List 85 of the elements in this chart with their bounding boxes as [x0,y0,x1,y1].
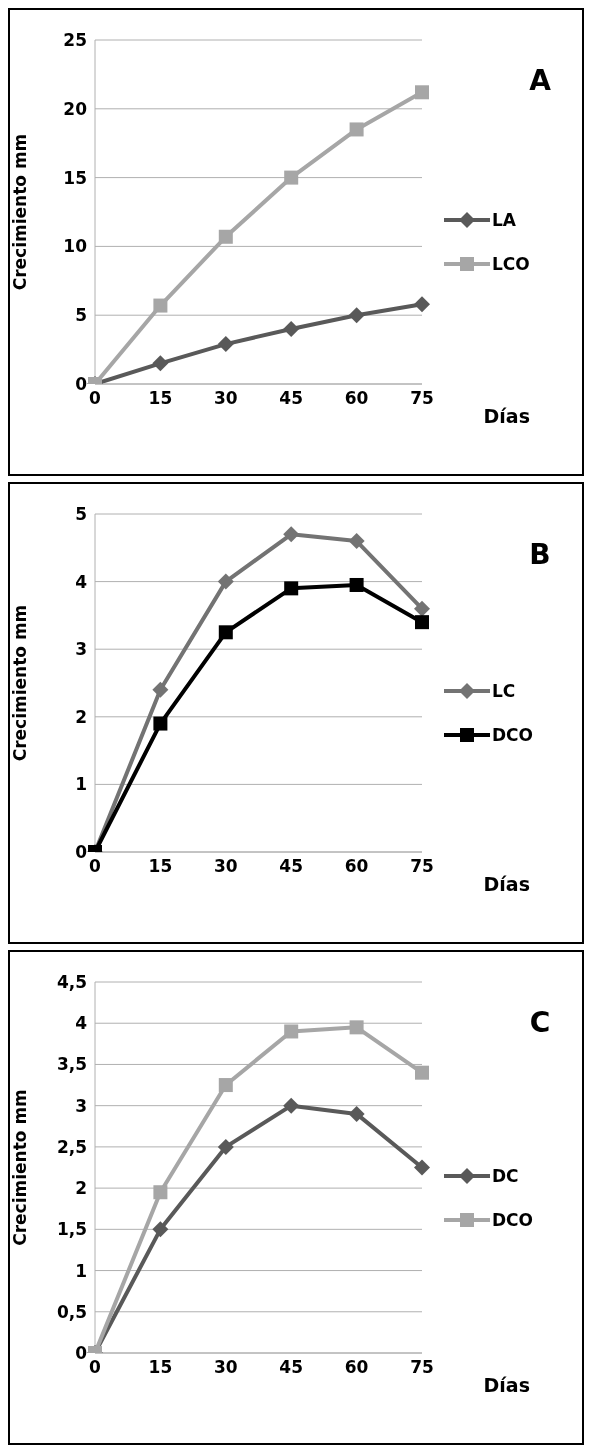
point [152,681,169,698]
x-tick-label: 15 [148,388,173,409]
text: B [529,538,551,571]
x-tick-label: 60 [344,1357,369,1378]
y-axis-title: Crecimiento mm [10,1089,31,1246]
x-tick-label: 60 [344,856,369,877]
x-tick-label: 60 [344,388,369,409]
point [349,577,364,592]
point [414,296,430,313]
point [414,600,430,617]
y-tick-label: 2 [75,706,87,727]
point [283,526,300,543]
legend-label: DCO [492,1209,534,1230]
legend-label: LCO [492,254,530,274]
y-axis-title: Crecimiento mm [10,133,31,291]
point [153,716,168,731]
point [415,615,429,630]
y-tick-label: 4 [75,1013,88,1034]
point [218,625,233,640]
point [415,1065,429,1080]
x-tick-label: 75 [410,388,434,409]
y-tick-label: 0,5 [56,1301,87,1322]
x-tick-label: 0 [89,856,102,877]
y-tick-label: 2 [75,1178,87,1199]
x-tick-label: 45 [279,388,304,409]
x-tick-label: 75 [410,1357,434,1378]
y-tick-label: 0 [75,842,88,863]
y-tick-label: 10 [63,236,88,257]
point [284,581,299,596]
point [284,1024,299,1039]
point [283,320,300,337]
point [284,170,299,185]
point [218,229,233,244]
x-tick-label: 30 [213,856,238,877]
legend-label: DC [492,1165,519,1186]
text: C [529,1006,551,1039]
y-tick-label: 20 [63,98,88,119]
x-axis-title: Días [483,873,530,895]
y-tick-label: 1 [75,774,87,795]
y-tick-label: 5 [75,504,87,525]
x-tick-label: 45 [279,856,304,877]
x-tick-label: 15 [148,856,173,877]
point [152,1221,169,1238]
point [349,122,364,137]
x-tick-label: 0 [89,388,102,409]
legend-label: DCO [492,725,534,745]
y-tick-label: 3,5 [56,1054,87,1075]
y-tick-label: 0 [75,374,88,395]
x-axis-title: Días [483,405,530,427]
legend-label: LC [492,681,516,701]
point [152,355,169,372]
y-tick-label: 25 [63,30,87,51]
legend-label: LA [492,210,516,230]
y-tick-label: 3 [75,639,87,660]
point [217,573,234,590]
text: A [529,64,552,97]
point [348,1105,365,1122]
point [348,533,365,550]
x-tick-label: 30 [213,388,238,409]
point [153,298,168,313]
point [415,85,429,100]
point [414,1159,430,1176]
x-tick-label: 30 [213,1357,238,1378]
x-tick-label: 75 [410,856,434,877]
y-axis-title: Crecimiento mm [10,604,31,762]
x-axis-title: Días [483,1374,530,1396]
point [348,307,365,324]
y-tick-label: 4 [75,571,88,592]
point [153,1185,168,1200]
x-tick-label: 0 [89,1357,102,1378]
x-tick-label: 15 [148,1357,173,1378]
y-tick-label: 15 [63,167,87,188]
y-tick-label: 1,5 [56,1219,87,1240]
y-tick-label: 0 [75,1343,88,1364]
y-tick-label: 3 [75,1095,87,1116]
point [349,1020,364,1035]
point [218,1078,233,1093]
x-tick-label: 45 [279,1357,304,1378]
y-tick-label: 4,5 [56,972,87,993]
y-tick-label: 2,5 [56,1136,87,1157]
y-tick-label: 1 [75,1260,87,1281]
point [217,336,234,353]
y-tick-label: 5 [75,305,87,326]
point [283,1097,300,1114]
point [217,1138,234,1155]
